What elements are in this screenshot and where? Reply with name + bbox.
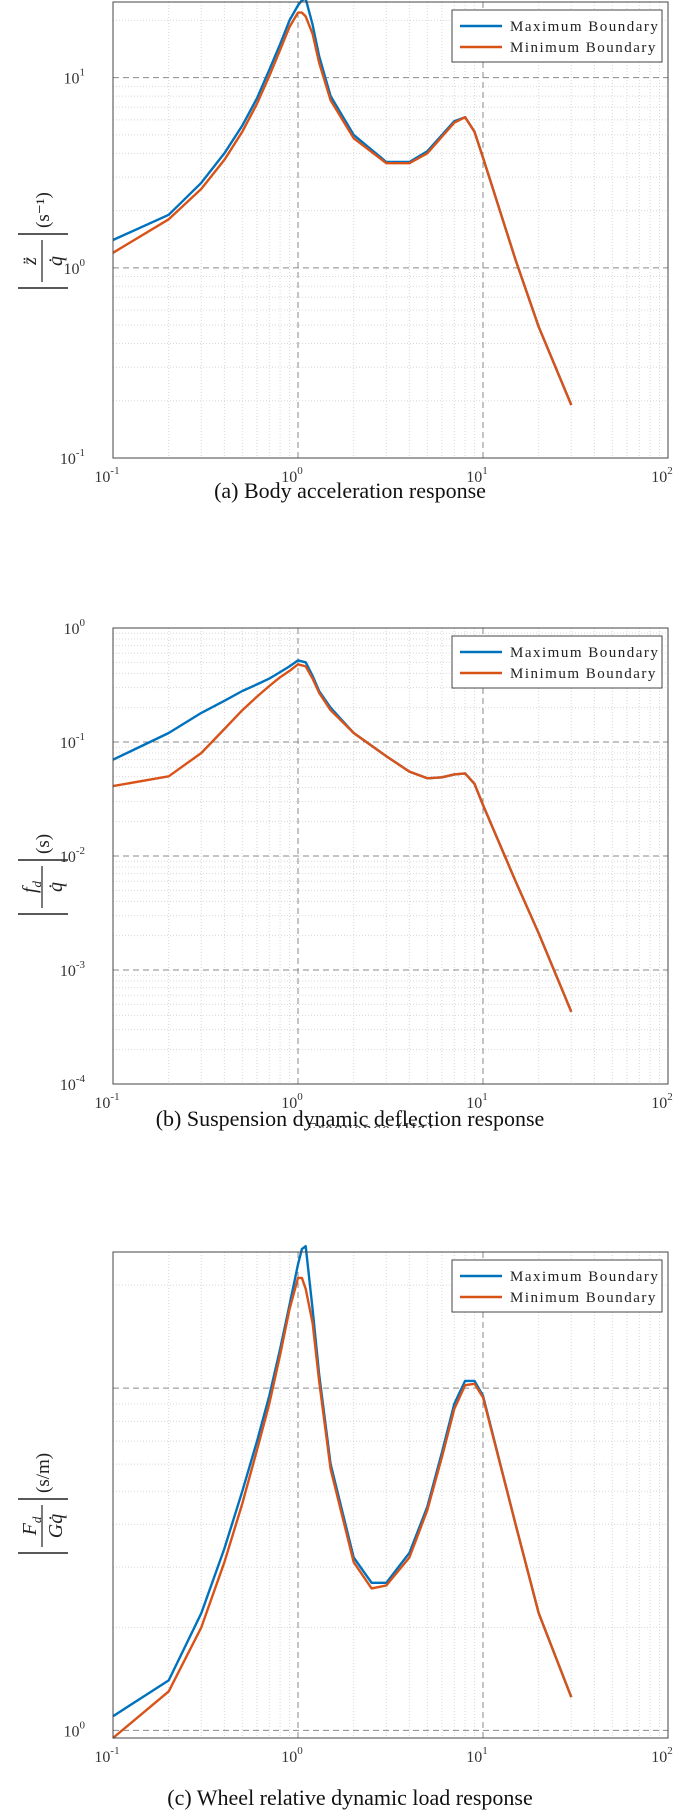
legend: Maximum Boundary Minimum Boundary: [451, 1259, 663, 1313]
legend-entry: Minimum Boundary: [510, 666, 657, 682]
y-label-denominator: q̇: [45, 256, 67, 266]
grid: [113, 1252, 668, 1738]
chart-panel-b: 10-1 100 101 102 10-4 10-3 10-2 10-1 100 Frequenc…: [0, 618, 700, 1178]
x-tick-label: 101: [466, 1745, 488, 1766]
chart-panel-c: 10-1100101102100Frequence (Hz)FdGq̇(s/m)…: [0, 1240, 700, 1817]
x-tick-label: 100: [281, 465, 303, 486]
x-tick-label: 102: [651, 1745, 673, 1766]
chart-c-caption: (c) Wheel relative dynamic load response: [167, 1785, 533, 1810]
chart-a-caption: (a) Body acceleration response: [214, 478, 486, 503]
legend-entry: Maximum Boundary: [510, 1269, 659, 1285]
plot-area: [113, 2, 668, 458]
chart-b-svg: 10-1 100 101 102 10-4 10-3 10-2 10-1 100 Frequenc…: [18, 618, 673, 1128]
grid: [113, 2, 668, 458]
plot-area: [113, 1252, 668, 1738]
x-tick-label: 101: [466, 1091, 488, 1112]
y-tick-label: 10-1: [60, 731, 85, 752]
y-axis-title: z̈ q̇ (s⁻¹): [18, 192, 68, 289]
y-tick-label: 100: [64, 257, 86, 278]
x-tick-label: 10-1: [94, 465, 119, 486]
legend-box: [451, 1259, 663, 1313]
y-tick-label: 10-4: [60, 1073, 86, 1094]
y-axis-title: Fd Gq̇ (s/m): [18, 1453, 68, 1554]
legend-box: [451, 635, 663, 689]
series-line-minimum-boundary: [112, 11, 573, 406]
x-tick-label: 102: [651, 465, 673, 486]
y-tick-label: 10-1: [60, 447, 85, 468]
y-tick-label: 100: [64, 1719, 86, 1740]
y-axis-title: fd q̇ (s): [18, 834, 68, 915]
y-label-numerator: z̈: [19, 257, 41, 266]
x-tick-label: 102: [651, 1091, 673, 1112]
chart-c-svg: 10-1100101102100Frequence (Hz)FdGq̇(s/m)…: [18, 1244, 673, 1766]
legend: Maximum Boundary Minimum Boundary: [451, 635, 663, 689]
chart-b-caption: (b) Suspension dynamic deflection respon…: [155, 1106, 545, 1131]
x-tick-label: 100: [281, 1745, 303, 1766]
series-line-minimum-boundary: [112, 663, 573, 1013]
y-tick-label: 10-2: [60, 845, 85, 866]
series-line-minimum-boundary: [112, 1276, 573, 1739]
y-label-numerator: fd: [19, 880, 44, 893]
legend-entry: Maximum Boundary: [510, 19, 659, 35]
x-tick-label: 100: [281, 1091, 303, 1112]
legend-entry: Maximum Boundary: [510, 645, 659, 661]
legend-entry: Minimum Boundary: [510, 40, 657, 56]
axes-box: [112, 1, 669, 459]
x-tick-label: 10-1: [94, 1745, 119, 1766]
y-label-denominator: q̇: [45, 882, 67, 892]
y-tick-label: 100: [64, 618, 86, 638]
y-tick-label: 10-3: [60, 959, 86, 980]
axes-box: [112, 627, 669, 1085]
y-label-unit: (s): [33, 834, 54, 854]
axes-box: [112, 1251, 669, 1739]
legend: Maximum Boundary Minimum Boundary: [451, 9, 663, 63]
x-axis-title: Frequence (Hz): [307, 1119, 434, 1128]
y-label-numerator: Fd: [19, 1516, 44, 1536]
legend-entry: Minimum Boundary: [510, 1290, 657, 1306]
y-tick-label: 101: [64, 67, 86, 88]
legend-box: [451, 9, 663, 63]
x-tick-label: 10-1: [94, 1091, 119, 1112]
y-label-unit: (s/m): [33, 1453, 54, 1493]
y-label-unit: (s⁻¹): [33, 192, 54, 228]
x-tick-label: 101: [466, 465, 488, 486]
y-label-denominator: Gq̇: [45, 1514, 67, 1538]
